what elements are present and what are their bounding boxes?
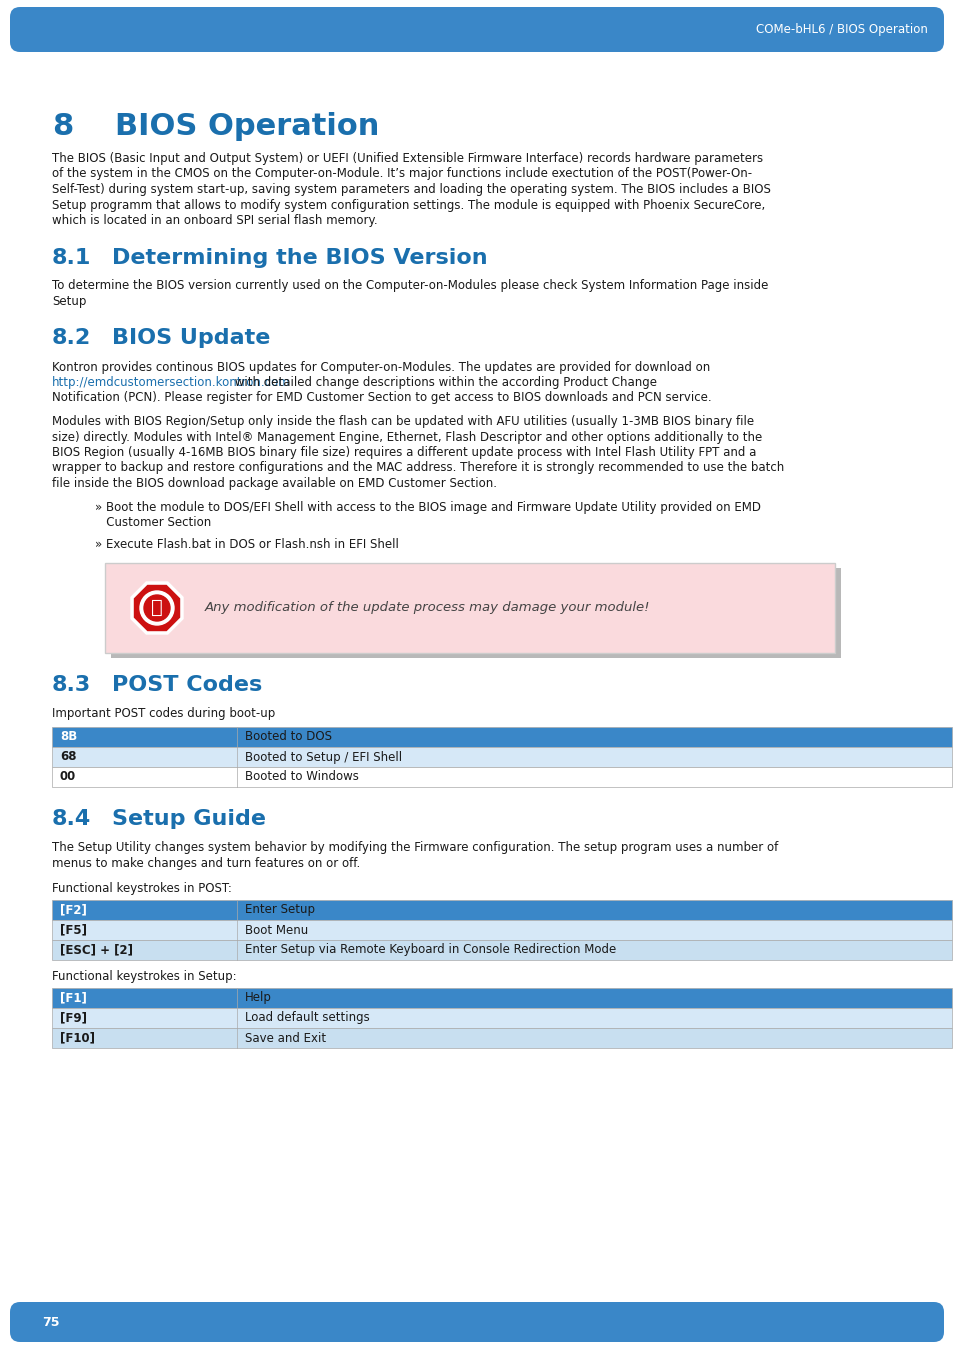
- Bar: [52, 920, 951, 940]
- Text: Any modification of the update process may damage your module!: Any modification of the update process m…: [205, 601, 650, 615]
- Text: Setup: Setup: [52, 295, 87, 308]
- Text: [F5]: [F5]: [60, 924, 87, 936]
- Text: 8: 8: [52, 112, 73, 141]
- Text: Help: Help: [245, 992, 272, 1005]
- Text: Save and Exit: Save and Exit: [245, 1032, 326, 1044]
- Text: Boot Menu: Boot Menu: [245, 924, 308, 936]
- Text: POST Codes: POST Codes: [112, 676, 262, 694]
- FancyBboxPatch shape: [10, 7, 943, 51]
- Text: To determine the BIOS version currently used on the Computer-on-Modules please c: To determine the BIOS version currently …: [52, 280, 767, 293]
- Text: The Setup Utility changes system behavior by modifying the Firmware configuratio: The Setup Utility changes system behavio…: [52, 842, 778, 854]
- Text: 8.2: 8.2: [52, 328, 91, 349]
- Text: [F9]: [F9]: [60, 1012, 87, 1024]
- Text: Functional keystrokes in POST:: Functional keystrokes in POST:: [52, 882, 232, 894]
- Text: Modules with BIOS Region/Setup only inside the flash can be updated with AFU uti: Modules with BIOS Region/Setup only insi…: [52, 415, 753, 428]
- Text: COMe-bHL6 / BIOS Operation: COMe-bHL6 / BIOS Operation: [756, 23, 927, 36]
- Text: Kontron provides continous BIOS updates for Computer-on-Modules. The updates are: Kontron provides continous BIOS updates …: [52, 361, 709, 373]
- Bar: [52, 900, 951, 920]
- Bar: [111, 567, 841, 658]
- Text: [F2]: [F2]: [60, 904, 87, 916]
- Bar: [52, 767, 951, 788]
- Text: Booted to Windows: Booted to Windows: [245, 770, 358, 784]
- Text: 8.4: 8.4: [52, 809, 91, 830]
- Text: 75: 75: [42, 1316, 59, 1328]
- Text: Setup programm that allows to modify system configuration settings. The module i: Setup programm that allows to modify sys…: [52, 199, 764, 212]
- Text: 8B: 8B: [60, 731, 77, 743]
- Text: Important POST codes during boot-up: Important POST codes during boot-up: [52, 707, 275, 720]
- Text: Functional keystrokes in Setup:: Functional keystrokes in Setup:: [52, 970, 236, 984]
- Text: Booted to Setup / EFI Shell: Booted to Setup / EFI Shell: [245, 751, 402, 763]
- Text: The BIOS (Basic Input and Output System) or UEFI (Unified Extensible Firmware In: The BIOS (Basic Input and Output System)…: [52, 153, 762, 165]
- Text: BIOS Update: BIOS Update: [112, 328, 270, 349]
- Text: BIOS Operation: BIOS Operation: [115, 112, 379, 141]
- Text: BIOS Region (usually 4-16MB BIOS binary file size) requires a different update p: BIOS Region (usually 4-16MB BIOS binary …: [52, 446, 756, 459]
- Text: 00: 00: [60, 770, 76, 784]
- Text: [F1]: [F1]: [60, 992, 87, 1005]
- Bar: [52, 940, 951, 961]
- Text: Enter Setup: Enter Setup: [245, 904, 314, 916]
- Text: Enter Setup via Remote Keyboard in Console Redirection Mode: Enter Setup via Remote Keyboard in Conso…: [245, 943, 616, 957]
- Text: file inside the BIOS download package available on EMD Customer Section.: file inside the BIOS download package av…: [52, 477, 497, 490]
- Text: wrapper to backup and restore configurations and the MAC address. Therefore it i: wrapper to backup and restore configurat…: [52, 462, 783, 474]
- FancyBboxPatch shape: [10, 1302, 943, 1342]
- Polygon shape: [132, 584, 182, 634]
- Text: ✋: ✋: [151, 597, 163, 616]
- Text: 68: 68: [60, 751, 76, 763]
- Text: Self-Test) during system start-up, saving system parameters and loading the oper: Self-Test) during system start-up, savin…: [52, 182, 770, 196]
- Text: [F10]: [F10]: [60, 1032, 95, 1044]
- Text: which is located in an onboard SPI serial flash memory.: which is located in an onboard SPI seria…: [52, 213, 377, 227]
- Text: Load default settings: Load default settings: [245, 1012, 370, 1024]
- Text: http://emdcustomersection.kontron.com: http://emdcustomersection.kontron.com: [52, 376, 291, 389]
- Text: Determining the BIOS Version: Determining the BIOS Version: [112, 247, 487, 267]
- Text: » Execute Flash.bat in DOS or Flash.nsh in EFI Shell: » Execute Flash.bat in DOS or Flash.nsh …: [95, 538, 398, 550]
- Text: Customer Section: Customer Section: [95, 516, 211, 530]
- Text: with detailed change descriptions within the according Product Change: with detailed change descriptions within…: [232, 376, 657, 389]
- Bar: [105, 563, 834, 653]
- Text: Setup Guide: Setup Guide: [112, 809, 266, 830]
- Text: » Boot the module to DOS/EFI Shell with access to the BIOS image and Firmware Up: » Boot the module to DOS/EFI Shell with …: [95, 500, 760, 513]
- Bar: [52, 1008, 951, 1028]
- Bar: [52, 988, 951, 1008]
- Text: of the system in the CMOS on the Computer-on-Module. It’s major functions includ: of the system in the CMOS on the Compute…: [52, 168, 751, 181]
- Text: [ESC] + [2]: [ESC] + [2]: [60, 943, 132, 957]
- Text: 8.1: 8.1: [52, 247, 91, 267]
- Text: Booted to DOS: Booted to DOS: [245, 731, 332, 743]
- Text: menus to make changes and turn features on or off.: menus to make changes and turn features …: [52, 857, 360, 870]
- Bar: [52, 747, 951, 767]
- Text: Notification (PCN). Please register for EMD Customer Section to get access to BI: Notification (PCN). Please register for …: [52, 392, 711, 404]
- Text: size) directly. Modules with Intel® Management Engine, Ethernet, Flash Descripto: size) directly. Modules with Intel® Mana…: [52, 431, 761, 443]
- Bar: [52, 727, 951, 747]
- Bar: [52, 1028, 951, 1048]
- Text: 8.3: 8.3: [52, 676, 91, 694]
- Circle shape: [144, 594, 170, 621]
- Circle shape: [140, 590, 173, 626]
